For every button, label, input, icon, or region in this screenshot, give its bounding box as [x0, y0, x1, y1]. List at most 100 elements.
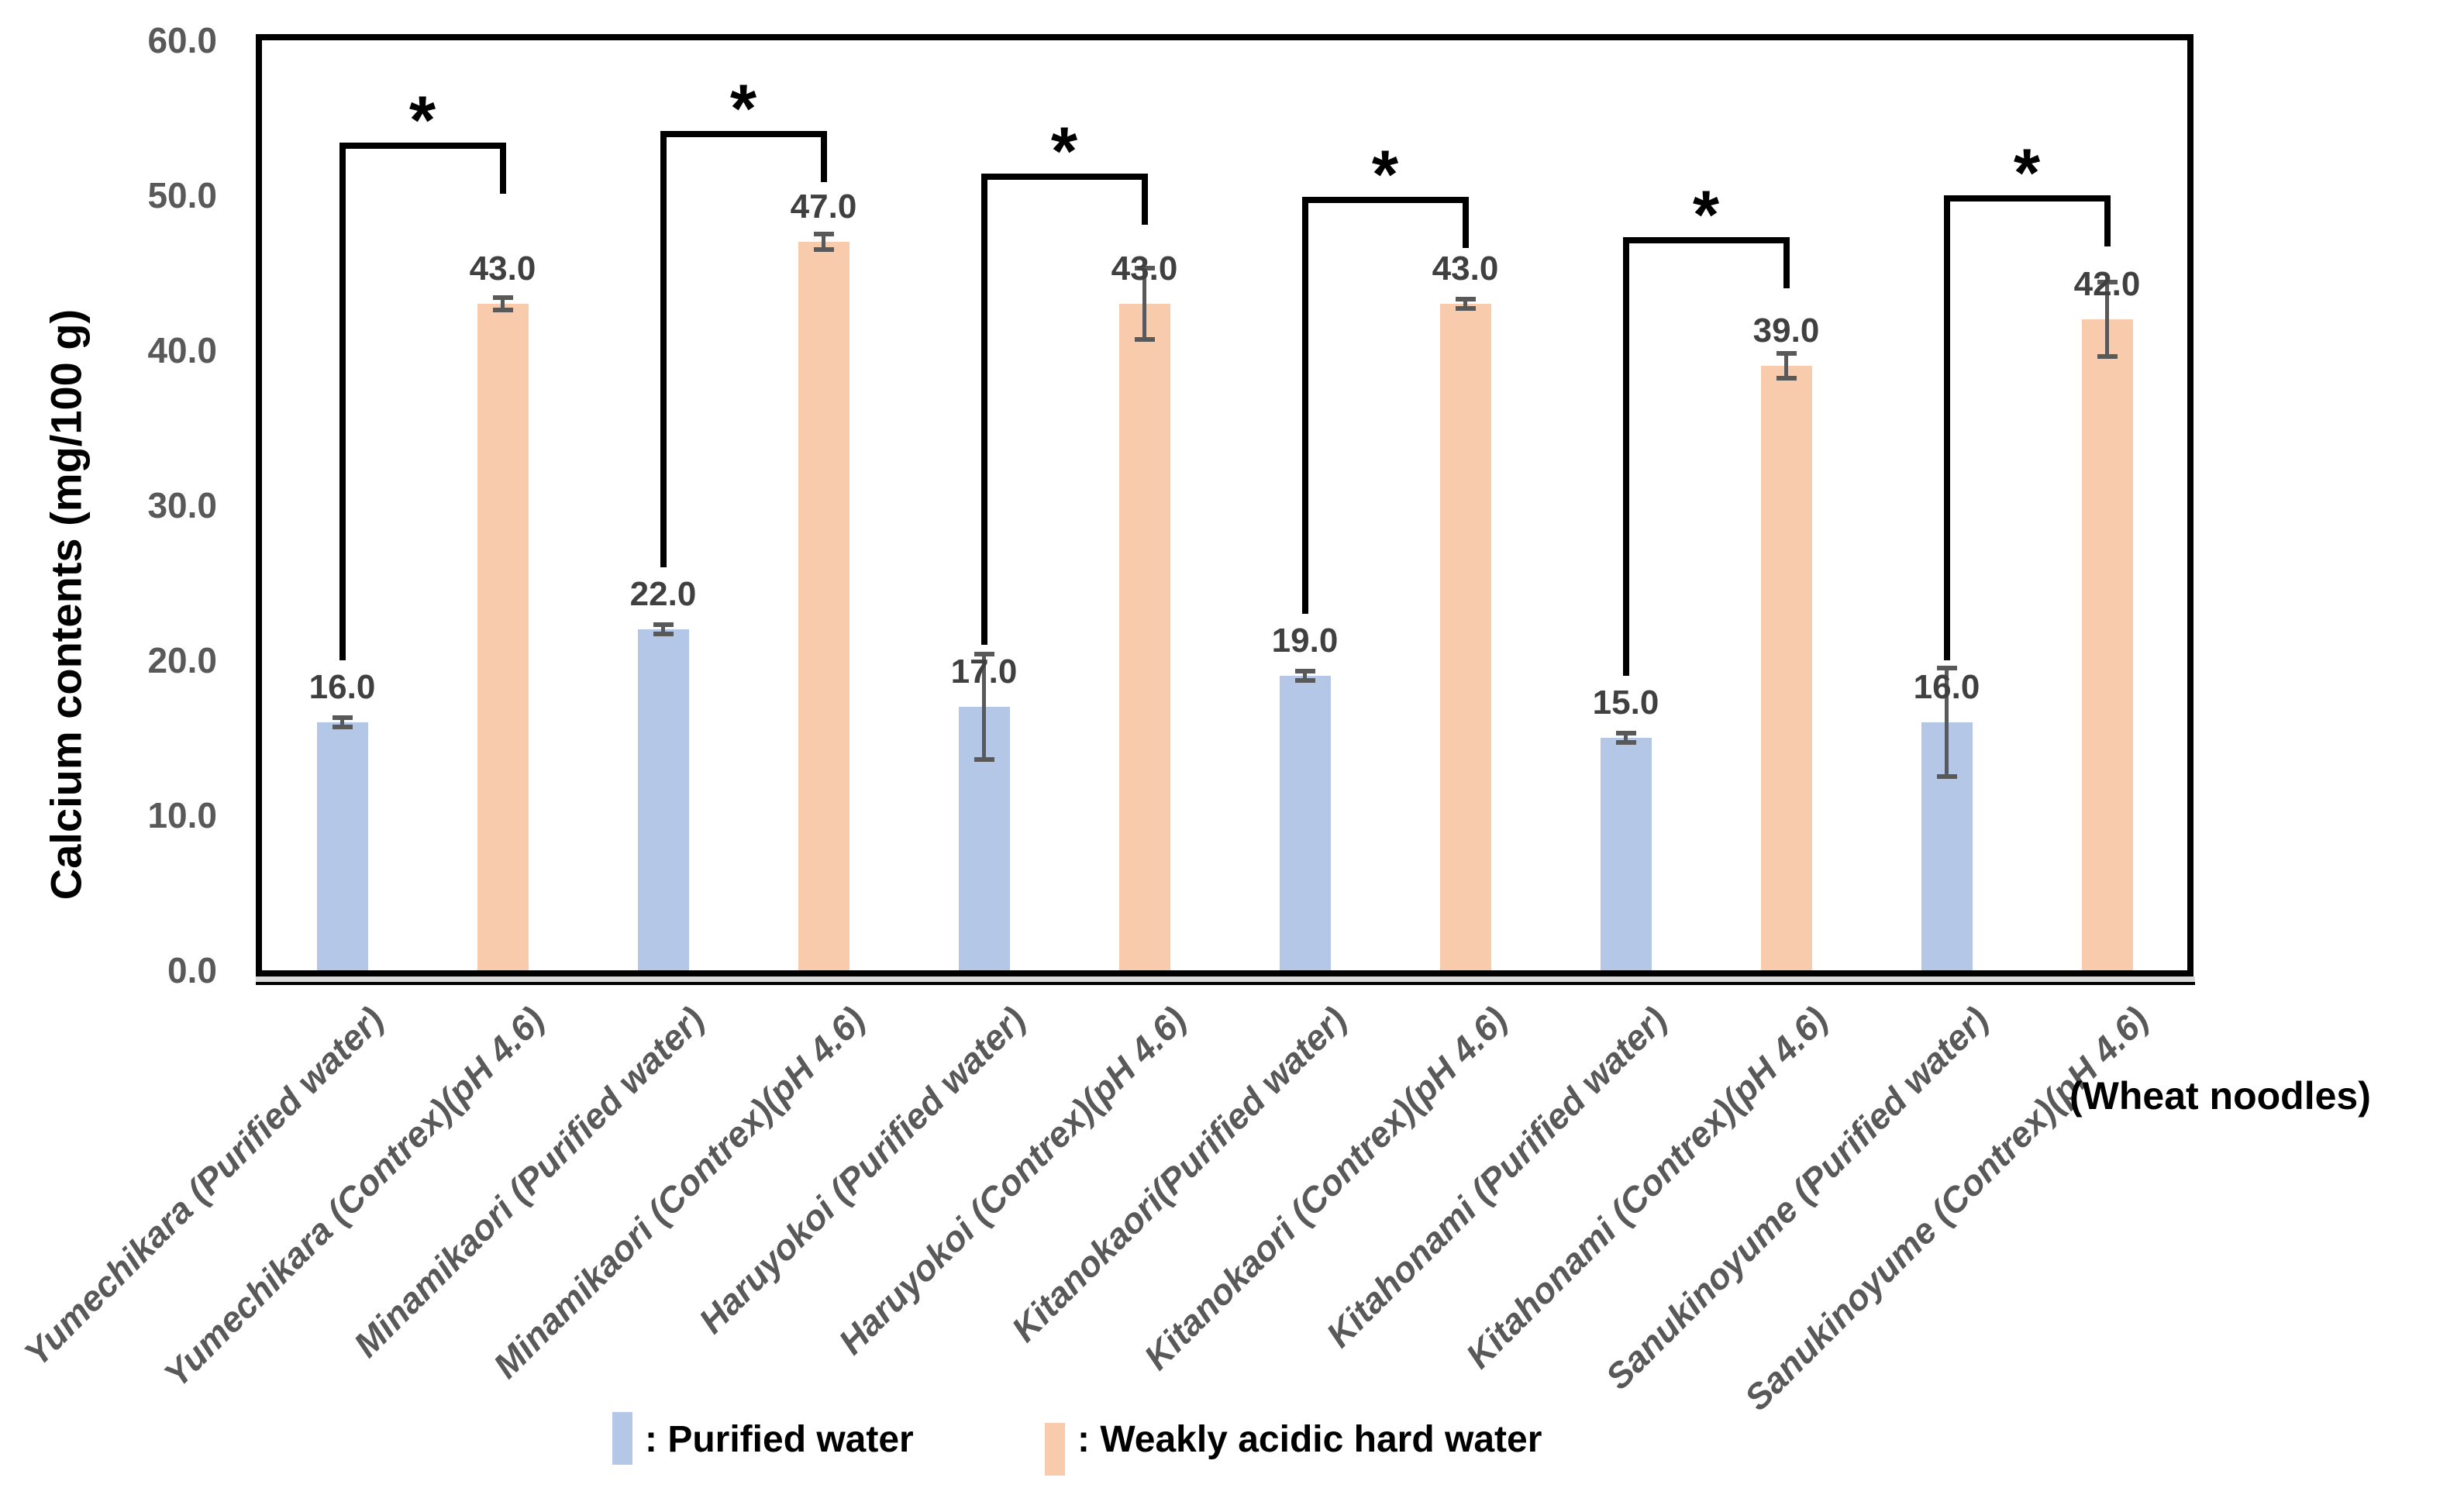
error-bar-cap-bottom — [1615, 740, 1636, 745]
error-bar-whisker — [340, 718, 344, 727]
significance-asterisk: * — [729, 70, 757, 146]
error-bar-whisker — [2105, 282, 2109, 356]
bar-data-label: 43.0 — [469, 250, 536, 288]
x-axis-baseline-line — [256, 982, 2195, 985]
bar-data-label: 42.0 — [2073, 265, 2141, 303]
error-bar-cap-bottom — [1294, 678, 1315, 683]
significance-bracket-left — [1943, 195, 1950, 660]
y-tick-label: 20.0 — [147, 640, 217, 680]
error-bar-cap-top — [974, 652, 994, 656]
significance-bracket-left — [980, 174, 987, 645]
error-bar-cap-top — [813, 232, 834, 236]
significance-bracket-right — [499, 143, 506, 194]
error-bar-cap-top — [653, 622, 674, 627]
significance-bracket-right — [1141, 174, 1148, 225]
error-bar-cap-top — [492, 295, 513, 300]
error-bar-cap-top — [1134, 266, 1155, 270]
y-tick-label: 40.0 — [147, 330, 217, 370]
significance-bracket-top — [1301, 197, 1469, 203]
bar-weakly-acidic-hard-water — [1439, 304, 1491, 970]
y-tick-label: 60.0 — [147, 20, 217, 60]
significance-bracket-left — [1622, 237, 1629, 676]
bar-data-label: 19.0 — [1271, 622, 1339, 660]
error-bar-whisker — [1945, 668, 1949, 777]
significance-bracket-top — [1622, 237, 1790, 243]
error-bar-cap-top — [2097, 280, 2118, 284]
error-bar-cap-bottom — [1936, 774, 1957, 779]
bar-weakly-acidic-hard-water — [798, 242, 849, 970]
bar-purified-water — [1600, 738, 1652, 970]
bar-data-label: 15.0 — [1592, 684, 1659, 722]
bar-data-label: 39.0 — [1752, 312, 1820, 350]
significance-asterisk: * — [1050, 112, 1078, 189]
error-bar-cap-bottom — [1134, 337, 1155, 342]
x-category-label: Kitahonami (Purified water) — [1318, 998, 1675, 1355]
error-bar-whisker — [1463, 299, 1467, 308]
error-bar-whisker — [501, 298, 505, 310]
error-bar-cap-bottom — [1776, 376, 1797, 381]
x-axis-baseline-shadow — [256, 976, 2195, 982]
significance-asterisk: * — [408, 81, 436, 158]
bar-purified-water — [637, 629, 689, 970]
significance-bracket-right — [820, 131, 827, 182]
error-bar-cap-bottom — [332, 725, 353, 729]
error-bar-cap-bottom — [1455, 306, 1476, 311]
error-bar-whisker — [1142, 268, 1146, 339]
error-bar-cap-bottom — [2097, 354, 2118, 359]
x-category-label: Minamikaori (Purified water) — [346, 998, 712, 1366]
bar-purified-water — [1279, 676, 1331, 970]
significance-bracket-left — [660, 131, 667, 567]
error-bar-whisker — [1303, 671, 1307, 680]
bar-data-label: 43.0 — [1111, 250, 1178, 288]
significance-bracket-top — [660, 131, 827, 137]
y-tick-label: 50.0 — [147, 175, 217, 215]
significance-asterisk: * — [1371, 136, 1399, 212]
bar-purified-water — [316, 722, 368, 970]
error-bar-whisker — [822, 234, 825, 250]
error-bar-cap-bottom — [813, 247, 834, 252]
plot-area-border — [256, 34, 2193, 976]
significance-asterisk: * — [1692, 176, 1720, 253]
y-tick-label: 10.0 — [147, 795, 217, 835]
bar-weakly-acidic-hard-water — [1760, 366, 1812, 970]
legend-swatch-weakly-acidic-hard-water — [1045, 1423, 1065, 1476]
x-axis-unit-note: (Wheat noodles) — [2069, 1074, 2371, 1118]
significance-bracket-right — [1783, 237, 1790, 288]
bar-data-label: 47.0 — [790, 188, 857, 226]
bar-data-label: 17.0 — [950, 653, 1018, 691]
significance-bracket-top — [980, 174, 1148, 180]
legend-swatch-purified-water — [612, 1412, 632, 1465]
significance-bracket-right — [1462, 197, 1469, 248]
error-bar-cap-top — [1455, 297, 1476, 301]
legend-label: : Purified water — [645, 1419, 914, 1460]
error-bar-cap-bottom — [653, 632, 674, 636]
significance-bracket-left — [339, 143, 346, 660]
significance-bracket-right — [2104, 195, 2111, 246]
error-bar-cap-top — [1294, 669, 1315, 673]
bar-data-label: 22.0 — [629, 575, 697, 613]
error-bar-cap-top — [1936, 666, 1957, 670]
y-axis-title: Calcium contents (mg/100 g) — [41, 308, 91, 901]
bar-weakly-acidic-hard-water — [477, 304, 529, 970]
significance-bracket-top — [339, 143, 506, 149]
y-tick-label: 0.0 — [167, 950, 217, 990]
error-bar-cap-bottom — [492, 308, 513, 312]
error-bar-cap-top — [332, 715, 353, 720]
error-bar-cap-bottom — [974, 757, 994, 762]
significance-bracket-top — [1943, 195, 2111, 202]
x-category-label: Haruyokoi (Purified water) — [691, 998, 1033, 1342]
significance-bracket-left — [1301, 197, 1308, 614]
bar-weakly-acidic-hard-water — [1118, 304, 1170, 970]
error-bar-whisker — [982, 654, 986, 760]
error-bar-cap-top — [1615, 731, 1636, 735]
x-category-label: Haruyokoi (Contrex)(pH 4.6) — [830, 998, 1194, 1362]
error-bar-whisker — [661, 625, 665, 634]
bar-data-label: 16.0 — [1913, 668, 1980, 706]
legend-label: : Weakly acidic hard water — [1077, 1419, 1542, 1460]
significance-asterisk: * — [2013, 134, 2041, 211]
error-bar-cap-top — [1776, 351, 1797, 356]
error-bar-whisker — [1784, 353, 1788, 378]
bar-data-label: 16.0 — [308, 668, 376, 706]
bar-weakly-acidic-hard-water — [2081, 319, 2133, 970]
